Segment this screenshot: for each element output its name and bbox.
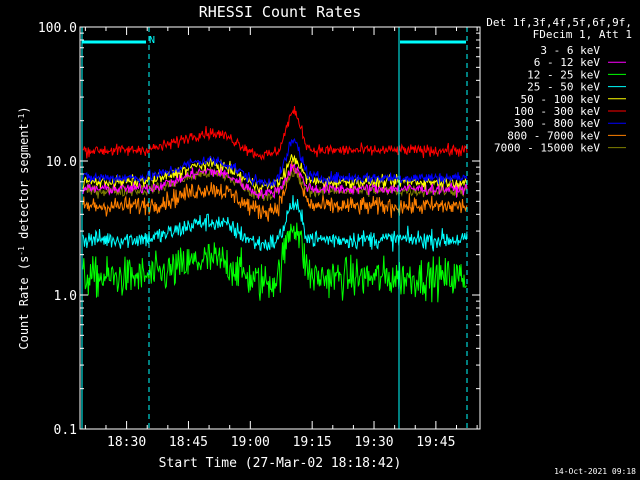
legend-label: 3 - 6 keV (540, 44, 600, 57)
y-axis-label: Count Rate (s-1 detector segment-1) (17, 106, 31, 349)
series-line-300-800kev (82, 137, 468, 188)
legend-label: 6 - 12 keV (534, 56, 601, 69)
legend-label: 50 - 100 keV (521, 93, 601, 106)
y-label-part: ) (17, 106, 31, 113)
y-label-part: Count Rate (s (17, 256, 31, 350)
legend-label: 100 - 300 keV (514, 105, 600, 118)
chart-title: RHESSI Count Rates (199, 3, 362, 21)
y-tick-label: 100.0 (38, 21, 77, 36)
legend-header-line-1: Det 1f,3f,4f,5f,6f,9f, (486, 16, 632, 29)
legend-label: 25 - 50 keV (527, 81, 600, 94)
legend-label: 12 - 25 keV (527, 68, 600, 81)
series-line-12-25kev (82, 222, 468, 303)
x-tick-label: 19:30 (354, 435, 393, 450)
y-label-superscript: -1 (17, 246, 26, 256)
y-label-superscript: -1 (17, 113, 26, 123)
x-axis-label: Start Time (27-Mar-02 18:18:42) (159, 456, 402, 471)
timestamp: 14-Oct-2021 09:18 (554, 467, 636, 476)
x-tick-label: 19:45 (416, 435, 455, 450)
y-tick-label: 0.1 (54, 423, 77, 438)
legend-label: 7000 - 15000 keV (494, 142, 600, 155)
legend-header-line-2: FDecim 1, Att 1 (533, 28, 632, 41)
flag-marker-label: N (149, 35, 155, 46)
legend-label: 300 - 800 keV (514, 117, 600, 130)
plot-frame (79, 26, 481, 430)
series-line-800-7000kev (82, 160, 468, 222)
x-tick-label: 18:30 (107, 435, 146, 450)
y-label-part: detector segment (17, 123, 31, 246)
series-line-6-12kev (82, 163, 468, 200)
x-tick-label: 19:15 (293, 435, 332, 450)
series-line-25-50kev (82, 195, 468, 252)
y-tick-label: 10.0 (46, 155, 77, 170)
attenuator-markers (81, 27, 468, 429)
axis-ticks: 18:30 18:45 19:00 19:15 19:30 19:45 0.1 1.0 10.0… (38, 21, 480, 450)
series-layer (82, 105, 468, 309)
y-tick-label: 1.0 (54, 289, 77, 304)
x-tick-label: 18:45 (169, 435, 208, 450)
series-line-100-300kev (82, 105, 468, 161)
x-tick-label: 19:00 (231, 435, 270, 450)
legend-label: 800 - 7000 keV (507, 129, 600, 142)
